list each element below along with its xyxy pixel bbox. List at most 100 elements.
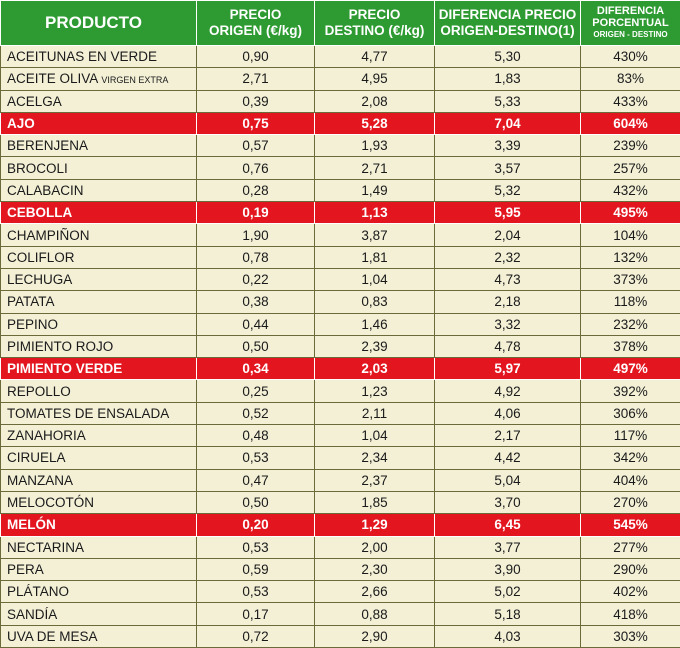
cell-price-difference: 2,18 bbox=[435, 291, 581, 313]
cell-product: PATATA bbox=[1, 291, 197, 313]
cell-product: CIRUELA bbox=[1, 447, 197, 469]
cell-percent-difference: 232% bbox=[581, 313, 680, 335]
cell-percent-difference: 433% bbox=[581, 90, 680, 112]
cell-price-difference: 3,77 bbox=[435, 536, 581, 558]
header-percent-line1: DIFERENCIA bbox=[597, 5, 664, 17]
cell-price-difference: 5,32 bbox=[435, 179, 581, 201]
cell-product: ZANAHORIA bbox=[1, 425, 197, 447]
cell-price-difference: 4,06 bbox=[435, 402, 581, 424]
cell-destination-price: 1,85 bbox=[315, 491, 435, 513]
cell-origin-price: 0,44 bbox=[197, 313, 315, 335]
cell-product: MELÓN bbox=[1, 514, 197, 536]
cell-price-difference: 2,04 bbox=[435, 224, 581, 246]
cell-price-difference: 5,33 bbox=[435, 90, 581, 112]
cell-product: UVA DE MESA bbox=[1, 625, 197, 647]
cell-percent-difference: 497% bbox=[581, 358, 680, 380]
cell-percent-difference: 270% bbox=[581, 491, 680, 513]
product-name-extra: VIRGEN EXTRA bbox=[101, 75, 168, 85]
cell-product: MELOCOTÓN bbox=[1, 491, 197, 513]
product-name: PLÁTANO bbox=[7, 584, 69, 599]
cell-percent-difference: 545% bbox=[581, 514, 680, 536]
cell-origin-price: 0,17 bbox=[197, 603, 315, 625]
product-name: BROCOLI bbox=[7, 161, 68, 176]
product-name: LECHUGA bbox=[7, 272, 72, 287]
cell-price-difference: 5,02 bbox=[435, 581, 581, 603]
cell-percent-difference: 430% bbox=[581, 46, 680, 68]
cell-destination-price: 1,93 bbox=[315, 135, 435, 157]
cell-price-difference: 3,57 bbox=[435, 157, 581, 179]
cell-percent-difference: 418% bbox=[581, 603, 680, 625]
header-origin-price-line1: PRECIO bbox=[230, 7, 282, 22]
cell-product: ACEITUNAS EN VERDE bbox=[1, 46, 197, 68]
cell-percent-difference: 404% bbox=[581, 469, 680, 491]
cell-price-difference: 3,32 bbox=[435, 313, 581, 335]
product-name: CALABACIN bbox=[7, 183, 84, 198]
cell-price-difference: 7,04 bbox=[435, 112, 581, 134]
cell-percent-difference: 432% bbox=[581, 179, 680, 201]
cell-destination-price: 2,66 bbox=[315, 581, 435, 603]
product-name: CHAMPIÑON bbox=[7, 228, 90, 243]
cell-destination-price: 4,95 bbox=[315, 68, 435, 90]
cell-origin-price: 0,52 bbox=[197, 402, 315, 424]
cell-price-difference: 4,92 bbox=[435, 380, 581, 402]
cell-price-difference: 4,42 bbox=[435, 447, 581, 469]
cell-origin-price: 0,72 bbox=[197, 625, 315, 647]
cell-destination-price: 0,83 bbox=[315, 291, 435, 313]
cell-product: CHAMPIÑON bbox=[1, 224, 197, 246]
product-name: PIMIENTO VERDE bbox=[7, 361, 122, 376]
cell-product: BERENJENA bbox=[1, 135, 197, 157]
header-product: PRODUCTO bbox=[1, 1, 197, 46]
cell-percent-difference: 132% bbox=[581, 246, 680, 268]
product-name: PATATA bbox=[7, 294, 55, 309]
product-name: PEPINO bbox=[7, 317, 58, 332]
product-name: AJO bbox=[7, 116, 35, 131]
cell-destination-price: 2,71 bbox=[315, 157, 435, 179]
header-destination-price-line1: PRECIO bbox=[349, 7, 401, 22]
cell-destination-price: 1,04 bbox=[315, 425, 435, 447]
cell-product: REPOLLO bbox=[1, 380, 197, 402]
cell-destination-price: 0,88 bbox=[315, 603, 435, 625]
cell-origin-price: 0,50 bbox=[197, 335, 315, 357]
cell-percent-difference: 402% bbox=[581, 581, 680, 603]
cell-product: PIMIENTO ROJO bbox=[1, 335, 197, 357]
cell-product: NECTARINA bbox=[1, 536, 197, 558]
cell-product: BROCOLI bbox=[1, 157, 197, 179]
product-name: PIMIENTO ROJO bbox=[7, 339, 113, 354]
cell-price-difference: 2,32 bbox=[435, 246, 581, 268]
product-name: COLIFLOR bbox=[7, 250, 75, 265]
cell-price-difference: 6,45 bbox=[435, 514, 581, 536]
cell-percent-difference: 303% bbox=[581, 625, 680, 647]
cell-percent-difference: 290% bbox=[581, 558, 680, 580]
cell-percent-difference: 342% bbox=[581, 447, 680, 469]
header-price-difference-line1: DIFERENCIA PRECIO bbox=[439, 7, 577, 22]
cell-origin-price: 0,38 bbox=[197, 291, 315, 313]
cell-origin-price: 0,22 bbox=[197, 268, 315, 290]
product-name: ACELGA bbox=[7, 94, 62, 109]
cell-price-difference: 2,17 bbox=[435, 425, 581, 447]
cell-destination-price: 1,46 bbox=[315, 313, 435, 335]
cell-origin-price: 0,53 bbox=[197, 581, 315, 603]
cell-percent-difference: 306% bbox=[581, 402, 680, 424]
cell-origin-price: 0,53 bbox=[197, 447, 315, 469]
cell-destination-price: 1,04 bbox=[315, 268, 435, 290]
